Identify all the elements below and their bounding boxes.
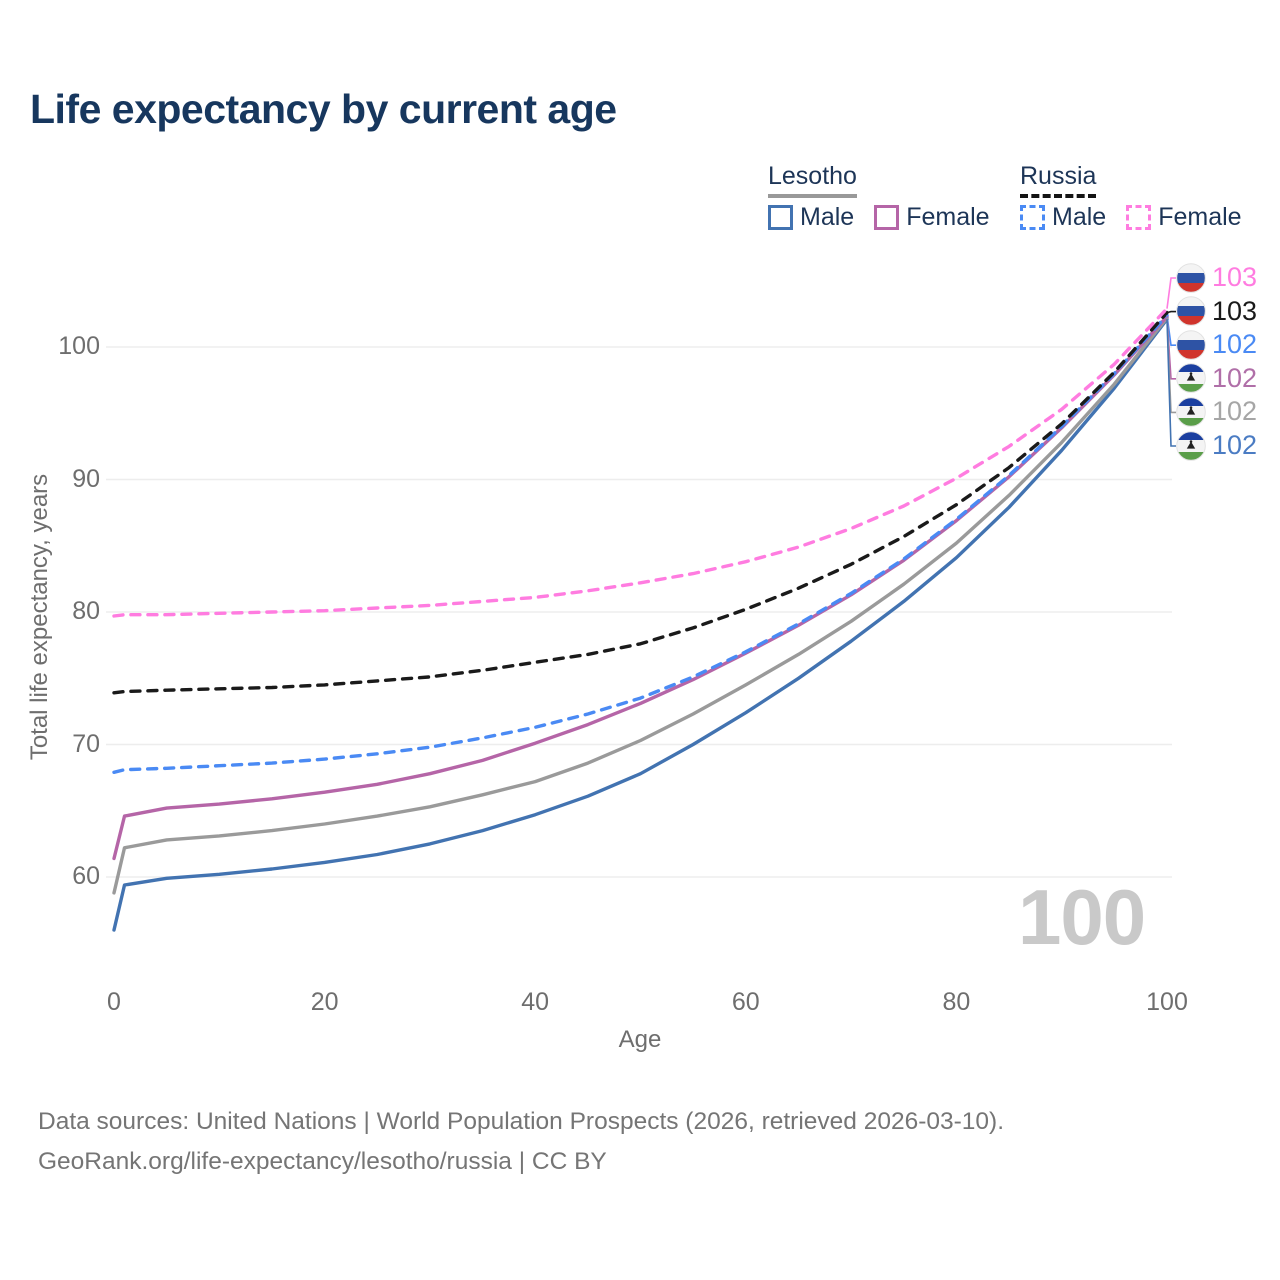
y-tick-80: 80 — [72, 597, 100, 625]
legend-items-lesotho: Male Female — [768, 203, 1010, 232]
lesotho-flag-icon — [1176, 397, 1206, 427]
x-tick-0: 0 — [107, 988, 121, 1016]
lesotho-flag-icon — [1176, 430, 1206, 461]
end-label-russia-total[interactable]: 103 — [1176, 296, 1257, 327]
legend-label: Female — [906, 203, 990, 231]
x-tick-20: 20 — [310, 988, 339, 1016]
legend-group-russia: Russia — [1020, 162, 1097, 198]
x-tick-40: 40 — [521, 988, 550, 1016]
footer-data-sources: Data sources: United Nations | World Pop… — [38, 1108, 1005, 1135]
end-label-lesotho-female[interactable]: 102 — [1176, 363, 1257, 394]
series-line-lesotho-male[interactable] — [112, 317, 1169, 932]
x-axis-title: Age — [618, 1026, 662, 1053]
end-label-value: 102 — [1212, 362, 1258, 393]
y-tick-90: 90 — [72, 464, 100, 493]
page-title: Life expectancy by current age — [30, 86, 617, 132]
y-tick-60: 60 — [72, 862, 100, 890]
end-label-value: 103 — [1212, 262, 1258, 292]
legend-label: Male — [800, 203, 855, 231]
end-label-value: 102 — [1212, 430, 1258, 460]
end-label-value: 102 — [1212, 329, 1258, 360]
x-tick-100: 100 — [1146, 988, 1188, 1016]
lesotho-flag-icon — [1176, 363, 1206, 394]
legend-item-lesotho-male[interactable]: Male — [768, 203, 854, 232]
legend-country-lesotho: Lesotho — [768, 162, 857, 198]
y-tick-100: 100 — [58, 332, 100, 360]
series-line-russia-total[interactable] — [112, 310, 1169, 695]
y-tick-70: 70 — [72, 729, 100, 758]
legend-items-russia: Male Female — [1020, 203, 1262, 232]
russia-flag-icon — [1176, 262, 1206, 293]
series-line-lesotho-total[interactable] — [112, 316, 1169, 895]
legend-item-russia-male[interactable]: Male — [1020, 203, 1106, 232]
legend-swatch-russia-female — [1126, 205, 1152, 230]
legend-swatch-lesotho-male — [768, 205, 793, 230]
legend-group-lesotho: Lesotho — [768, 162, 857, 198]
footer-attribution: GeoRank.org/life-expectancy/lesotho/russ… — [38, 1148, 607, 1175]
end-label-connector-russia-total — [1166, 310, 1176, 314]
legend-swatch-russia-male — [1020, 205, 1045, 230]
hover-age-watermark: 100 — [1018, 873, 1146, 961]
russia-flag-icon — [1176, 296, 1206, 326]
end-label-russia-male[interactable]: 102 — [1176, 329, 1257, 360]
end-label-value: 102 — [1212, 396, 1258, 427]
russia-flag-icon — [1176, 329, 1206, 360]
legend-label: Female — [1158, 203, 1242, 231]
legend-item-lesotho-female[interactable]: Female — [874, 203, 990, 232]
series-line-russia-female[interactable] — [112, 306, 1169, 618]
end-label-lesotho-male[interactable]: 102 — [1176, 430, 1257, 461]
series-line-lesotho-female[interactable] — [112, 314, 1169, 861]
legend-country-russia: Russia — [1020, 162, 1097, 198]
end-label-lesotho-total[interactable]: 102 — [1176, 396, 1257, 427]
end-label-connector-lesotho-male — [1166, 319, 1176, 447]
legend-swatch-lesotho-female — [874, 205, 900, 230]
x-tick-80: 80 — [942, 988, 971, 1016]
y-axis-title: Total life expectancy, years — [26, 473, 53, 761]
end-label-value: 103 — [1212, 295, 1258, 326]
legend-item-russia-female[interactable]: Female — [1126, 203, 1242, 232]
end-label-russia-female[interactable]: 103 — [1176, 262, 1257, 293]
legend-label: Male — [1052, 203, 1107, 231]
end-label-connector-russia-female — [1166, 277, 1176, 309]
x-tick-60: 60 — [731, 988, 760, 1016]
